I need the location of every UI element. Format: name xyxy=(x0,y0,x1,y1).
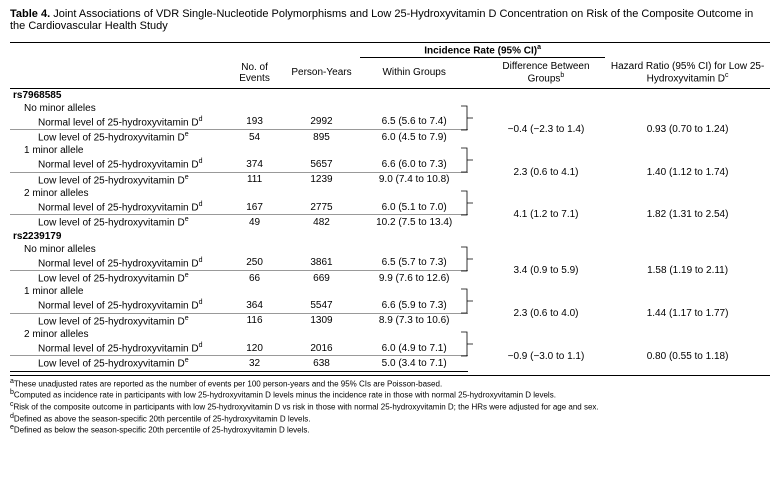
table-title: Table 4. Joint Associations of VDR Singl… xyxy=(10,8,770,32)
col-within: Within Groups xyxy=(360,60,468,88)
col-events: No. of Events xyxy=(226,60,283,88)
data-table: Incidence Rate (95% CI)a No. of Events P… xyxy=(10,42,770,372)
col-diff: Difference Between Groupsb xyxy=(487,60,605,88)
snp-a: rs7968585 xyxy=(10,88,226,102)
snp-b: rs2239179 xyxy=(10,230,226,243)
col-hr: Hazard Ratio (95% CI) for Low 25-Hydroxy… xyxy=(605,60,770,88)
col-py: Person-Years xyxy=(283,60,360,88)
bracket-icon xyxy=(460,105,474,131)
footnotes: aThese unadjusted rates are reported as … xyxy=(10,375,770,436)
